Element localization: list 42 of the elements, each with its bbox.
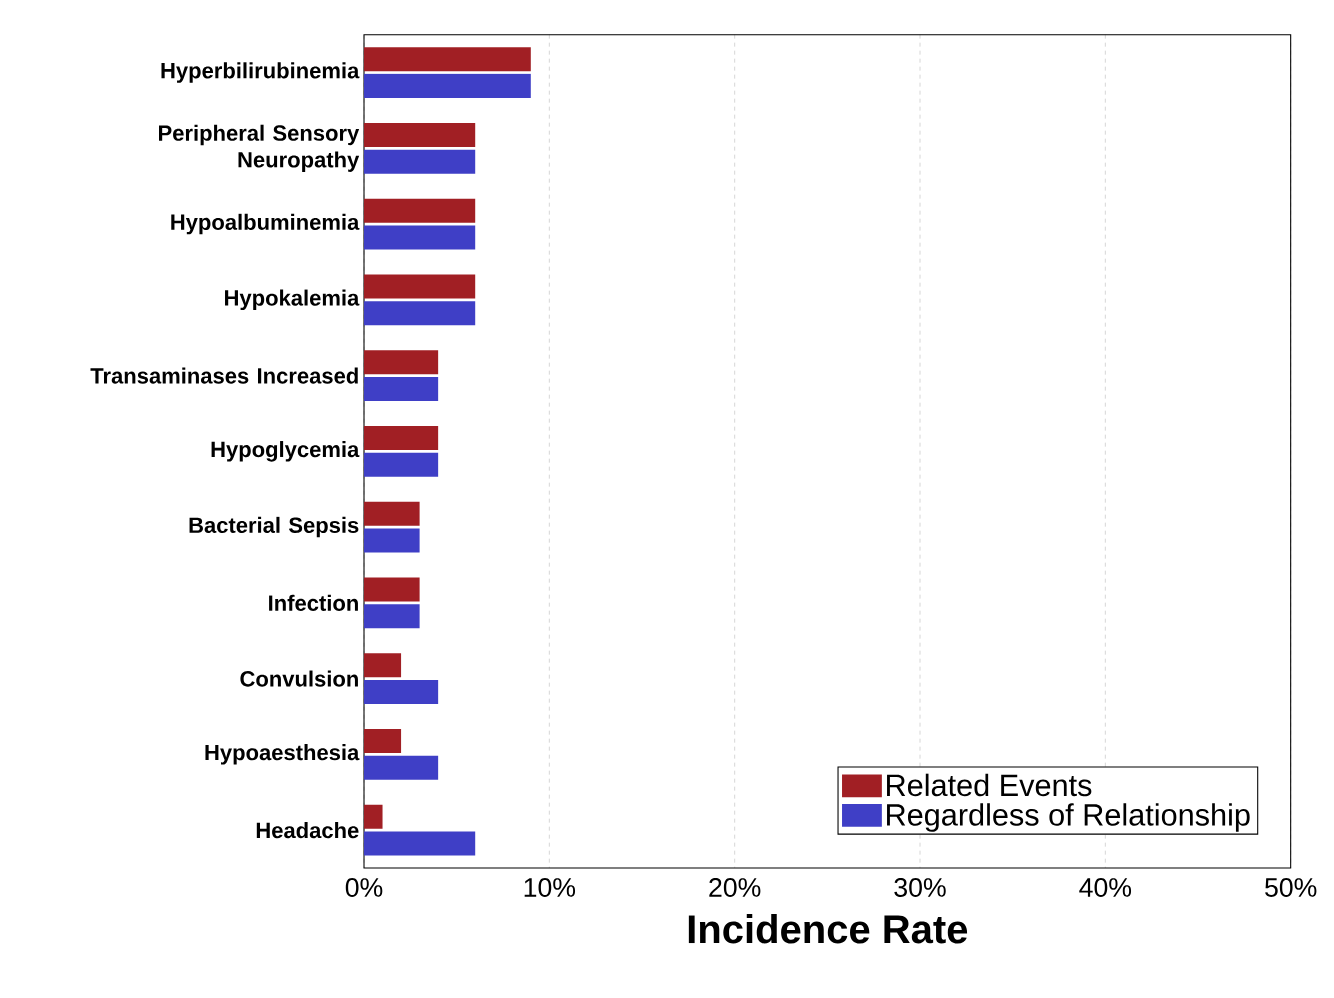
x-tick-label: 0% xyxy=(345,878,383,897)
bar xyxy=(364,804,383,829)
bar xyxy=(364,274,476,299)
bar xyxy=(364,47,531,72)
bar xyxy=(364,122,476,147)
x-tick-label: 40% xyxy=(1079,878,1132,897)
bar xyxy=(364,452,439,477)
y-tick-label: Convulsion xyxy=(240,670,358,687)
y-tick-label: Infection xyxy=(269,594,358,611)
y-tick-label: Hypoglycemia xyxy=(211,441,360,462)
bar xyxy=(364,376,439,401)
x-axis-title: Incidence Rate xyxy=(688,914,968,944)
bar xyxy=(364,301,476,326)
y-tick-label: Hypokalemia xyxy=(225,289,360,311)
bar xyxy=(364,501,420,526)
y-tick-label: Headache xyxy=(256,822,359,839)
y-tick-label: Transaminases Increased xyxy=(90,367,358,384)
bar xyxy=(364,755,439,780)
x-tick-label: 30% xyxy=(894,878,946,897)
bar xyxy=(364,604,420,629)
bar xyxy=(364,729,402,754)
y-tick-label: Hypoaesthesia xyxy=(205,744,360,765)
bar xyxy=(364,225,476,250)
x-tick-label: 10% xyxy=(524,878,576,897)
y-tick-label: Hyperbilirubinemia xyxy=(161,62,360,83)
bar xyxy=(364,577,420,602)
bar xyxy=(364,350,439,375)
x-tick-label: 20% xyxy=(709,878,761,897)
bar xyxy=(364,149,476,174)
bar xyxy=(364,198,476,223)
y-tick-label: Hypoalbuminemia xyxy=(171,213,360,235)
y-tick-label: Bacterial Sepsis xyxy=(189,516,359,538)
bar xyxy=(364,679,439,704)
legend-label: Related Events xyxy=(887,773,1092,797)
bar xyxy=(364,831,476,856)
bar xyxy=(364,528,420,553)
y-tick-label: Peripheral Sensory Neuropathy xyxy=(159,124,360,172)
bar xyxy=(364,73,531,98)
x-tick-label: 50% xyxy=(1265,878,1317,897)
bar xyxy=(364,425,439,450)
legend-label: Regardless of Relationship xyxy=(887,803,1250,832)
bar xyxy=(364,653,402,678)
